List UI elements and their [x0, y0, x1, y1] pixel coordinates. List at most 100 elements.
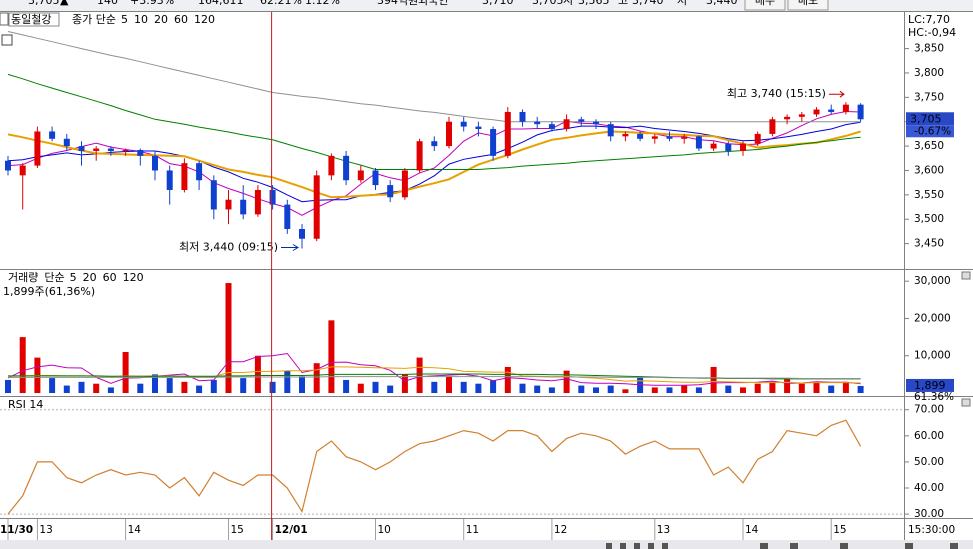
x-tick-label: 15 — [231, 524, 244, 536]
legend-item: 20 — [154, 13, 168, 26]
toolbar-icon[interactable] — [648, 543, 654, 549]
panel-button[interactable] — [961, 398, 971, 407]
sell-label[interactable]: 매도 — [798, 0, 818, 7]
volume-bar — [754, 383, 761, 394]
x-tick-label: 11/30 — [0, 524, 33, 536]
buy-button[interactable] — [744, 0, 786, 11]
buy-label[interactable]: 매수 — [755, 0, 775, 7]
candle-body — [254, 189, 261, 215]
candle-body — [107, 148, 114, 151]
volume-bar — [784, 378, 791, 394]
volume-bar — [401, 374, 408, 394]
header-item: 고 — [618, 0, 628, 7]
candle-body — [93, 148, 100, 151]
last-price-box — [906, 112, 954, 126]
candle-body — [446, 121, 452, 147]
candle-body — [269, 189, 276, 205]
volume-bar — [152, 374, 158, 394]
header-item: 시 — [563, 0, 573, 7]
header-item: 3,740 — [632, 0, 664, 7]
header-item: 3,710 — [482, 0, 514, 7]
toolbar-icon[interactable] — [905, 543, 913, 549]
volume-bar — [548, 387, 555, 394]
stock-name: 동일철강 — [11, 12, 51, 26]
header-item: ▲ — [60, 0, 69, 7]
moving-average — [7, 73, 861, 170]
volume-bar — [534, 385, 541, 394]
toolbar-icon[interactable] — [950, 543, 958, 549]
candle-body — [504, 111, 511, 156]
header-item: 3,705 — [28, 0, 60, 7]
toolbar-icon[interactable] — [760, 543, 768, 549]
volume-bar — [504, 366, 511, 394]
x-tick-label: 14 — [128, 524, 142, 536]
volume-bar — [210, 379, 217, 394]
header-item: 394억원 — [377, 0, 418, 7]
legend-item: 20 — [83, 271, 97, 284]
candle-body — [152, 155, 158, 171]
menu-icon[interactable] — [0, 12, 9, 26]
volume-bar — [593, 387, 599, 394]
candle-body — [828, 109, 835, 112]
toolbar-icon[interactable] — [634, 543, 640, 549]
volume-bar — [681, 385, 688, 394]
change: -0.67% — [914, 125, 951, 137]
header-item: 164,611 — [198, 0, 244, 7]
volume-bar — [828, 385, 835, 394]
candle-body — [754, 133, 761, 144]
toolbar-icon[interactable] — [606, 543, 612, 549]
x-tick-label: 11 — [466, 524, 479, 536]
candle-body — [534, 121, 541, 125]
volume-bar — [622, 389, 629, 394]
toolbar-icon[interactable] — [790, 543, 798, 549]
x-tick-label: 12/01 — [275, 524, 308, 536]
header-item: 3,565 — [578, 0, 610, 7]
hc-label: HC:-0,94 — [908, 26, 956, 39]
candle-body — [666, 136, 673, 139]
volume-bar — [254, 355, 261, 394]
candle-body — [34, 131, 41, 166]
volume-bar — [269, 381, 276, 394]
toolbar-icon[interactable] — [840, 543, 848, 549]
volume-bar — [313, 363, 320, 394]
legend-item: 10 — [134, 13, 148, 26]
panel-button[interactable] — [961, 271, 971, 280]
candle-body — [181, 163, 188, 190]
volume-bar — [225, 283, 232, 394]
volume-bar — [446, 376, 452, 394]
bottom-toolbar — [0, 540, 973, 549]
x-tick-label: 12 — [554, 524, 567, 536]
candle-body — [593, 121, 599, 125]
volume-bar — [563, 370, 570, 394]
candle-body — [813, 109, 820, 115]
volume-info: 1,899주(61,36%) — [3, 285, 95, 298]
candle-body — [622, 133, 629, 137]
volume-bar — [798, 383, 805, 394]
candle-body — [578, 119, 585, 122]
candle-body — [225, 199, 232, 210]
volume-bar — [842, 381, 849, 394]
volume-average — [8, 376, 861, 379]
candle-body — [328, 155, 335, 176]
header-item: 3,705 — [532, 0, 564, 7]
candle-body — [299, 228, 305, 239]
header-item: 62.21% — [260, 0, 302, 7]
sell-button[interactable] — [787, 0, 829, 11]
moving-average — [7, 31, 861, 123]
legend-item: 5 — [121, 13, 128, 26]
candle-body — [166, 170, 173, 190]
legend-label: 종가 단순 — [72, 13, 116, 26]
toolbar-icon[interactable] — [620, 543, 626, 549]
volume-bar — [78, 381, 85, 394]
volume-average — [7, 366, 861, 384]
panel-icon[interactable] — [1, 34, 13, 46]
volume-bar — [740, 387, 746, 394]
volume-bar — [710, 366, 717, 394]
toolbar-icon[interactable] — [662, 543, 668, 549]
volume-average — [7, 352, 861, 386]
volume-bar — [107, 387, 114, 394]
y-tick-label: 20,000 — [914, 312, 951, 324]
candle-body — [475, 126, 482, 130]
y-tick-label: 3,650 — [914, 140, 944, 152]
header-item: 저 — [677, 0, 687, 7]
